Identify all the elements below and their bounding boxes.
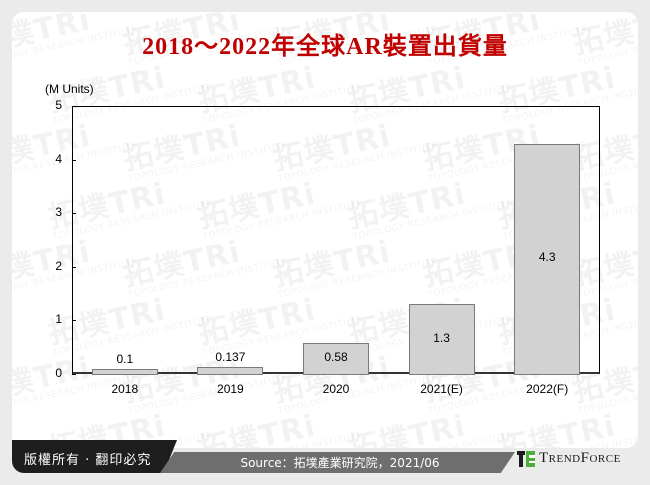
x-tick-label: 2019 xyxy=(217,382,244,396)
y-tick-label: 0 xyxy=(55,366,62,380)
y-tick-mark xyxy=(72,320,76,322)
bar-2020 xyxy=(303,342,369,375)
x-tick-label: 2021(E) xyxy=(420,382,463,396)
bar-value-label: 0.1 xyxy=(116,351,134,366)
bar-value-label: 0.58 xyxy=(324,350,348,365)
trendforce-logo: TrendForce xyxy=(517,450,621,467)
x-tick-label: 2022(F) xyxy=(526,382,569,396)
y-tick-mark xyxy=(72,159,76,161)
bar-2022f xyxy=(514,143,581,375)
bar-value-label: 1.3 xyxy=(433,331,450,346)
y-tick-mark xyxy=(72,213,76,215)
y-tick-label: 5 xyxy=(55,98,62,112)
bar-2021e xyxy=(408,304,475,375)
trendforce-logo-icon xyxy=(517,450,535,467)
y-tick-mark xyxy=(72,374,76,375)
chart-title: 2018～2022年全球AR裝置出貨量 xyxy=(142,34,508,60)
bar-2019 xyxy=(197,366,264,375)
brand-name: TrendForce xyxy=(539,450,621,466)
x-tick-label: 2018 xyxy=(111,382,139,396)
y-axis-unit-label: (M Units) xyxy=(45,82,94,96)
footer-copyright-band xyxy=(12,440,177,473)
copyright-text: 版權所有 · 翻印必究 xyxy=(24,453,152,468)
y-tick-label: 1 xyxy=(55,312,62,327)
footer-source-band xyxy=(160,452,515,473)
y-tick-label: 2 xyxy=(55,258,62,273)
bar-2018 xyxy=(91,368,158,375)
x-tick-label: 2020 xyxy=(322,382,350,396)
y-tick-mark xyxy=(72,266,76,268)
y-tick-label: 4 xyxy=(55,151,62,166)
y-tick-label: 3 xyxy=(55,205,62,220)
bar-value-label: 0.137 xyxy=(215,349,246,364)
bar-value-label: 4.3 xyxy=(538,250,556,264)
source-text: Source：拓墣產業研究院，2021/06 xyxy=(240,456,440,470)
